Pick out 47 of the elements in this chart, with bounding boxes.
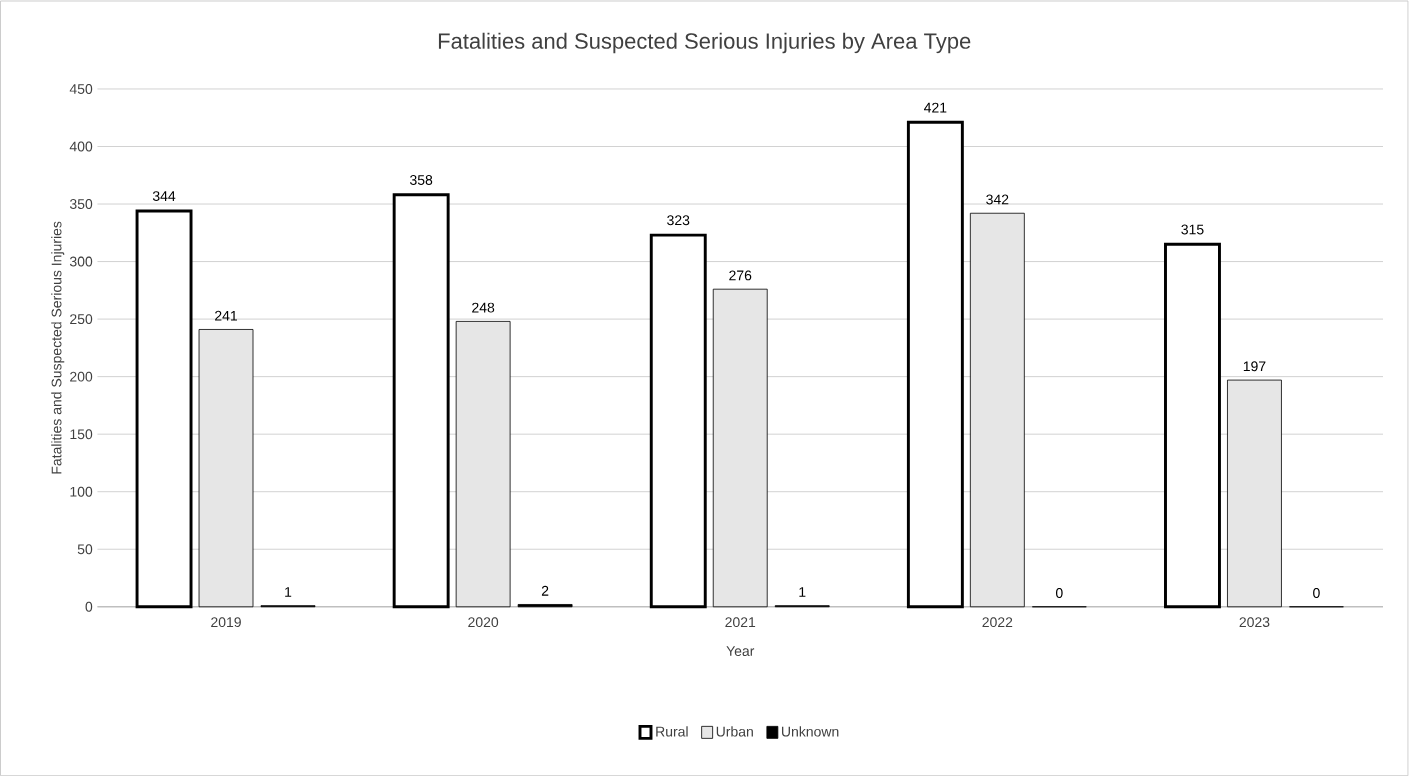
y-axis-title: Fatalities and Suspected Serious Injuries	[51, 221, 65, 474]
y-tick-label: 400	[69, 141, 93, 152]
bar	[135, 209, 193, 609]
data-label: 342	[986, 194, 1009, 205]
y-tick-label: 150	[70, 429, 93, 440]
x-tick-label: 2023	[1239, 617, 1270, 627]
data-label: 421	[924, 102, 947, 113]
x-tick-label: 2020	[468, 617, 499, 627]
bar	[1227, 379, 1282, 608]
data-label: 197	[1243, 361, 1266, 372]
legend-label: Unknown	[782, 726, 839, 737]
data-label: 358	[410, 174, 433, 185]
y-tick-label: 250	[70, 314, 93, 324]
data-label: 1	[285, 587, 292, 597]
bar	[969, 212, 1025, 608]
data-label: 276	[729, 270, 752, 281]
y-tick-label: 50	[77, 544, 93, 555]
data-label: 323	[667, 215, 690, 226]
x-tick-label: 2021	[725, 617, 756, 627]
legend-label: Rural	[656, 726, 688, 737]
data-label: 0	[1313, 587, 1320, 598]
bar	[906, 120, 964, 609]
data-label: 0	[1055, 587, 1063, 598]
y-tick-label: 200	[70, 371, 93, 382]
y-tick-label: 0	[85, 601, 93, 612]
bar	[392, 193, 450, 609]
y-tick-label: 100	[70, 486, 93, 497]
x-tick-label: 2022	[982, 617, 1013, 627]
data-label: 344	[152, 191, 176, 201]
bar	[1164, 242, 1221, 609]
bar	[649, 233, 707, 609]
data-label: 248	[472, 302, 495, 313]
x-tick-label: 2019	[211, 617, 241, 627]
x-axis-title: Year	[726, 646, 755, 656]
data-label: 241	[215, 310, 237, 321]
y-tick-label: 350	[69, 198, 93, 209]
data-label: 1	[799, 587, 806, 597]
bar	[455, 320, 511, 608]
bar	[517, 603, 573, 608]
bar	[712, 288, 768, 608]
data-label: 315	[1181, 224, 1204, 235]
y-tick-label: 300	[69, 256, 93, 267]
y-tick-label: 450	[69, 83, 93, 94]
legend-label: Urban	[716, 726, 753, 737]
chart-title: Fatalities and Suspected Serious Injuries by Area Type	[438, 32, 971, 54]
data-label: 2	[541, 585, 549, 596]
bar	[198, 328, 254, 608]
